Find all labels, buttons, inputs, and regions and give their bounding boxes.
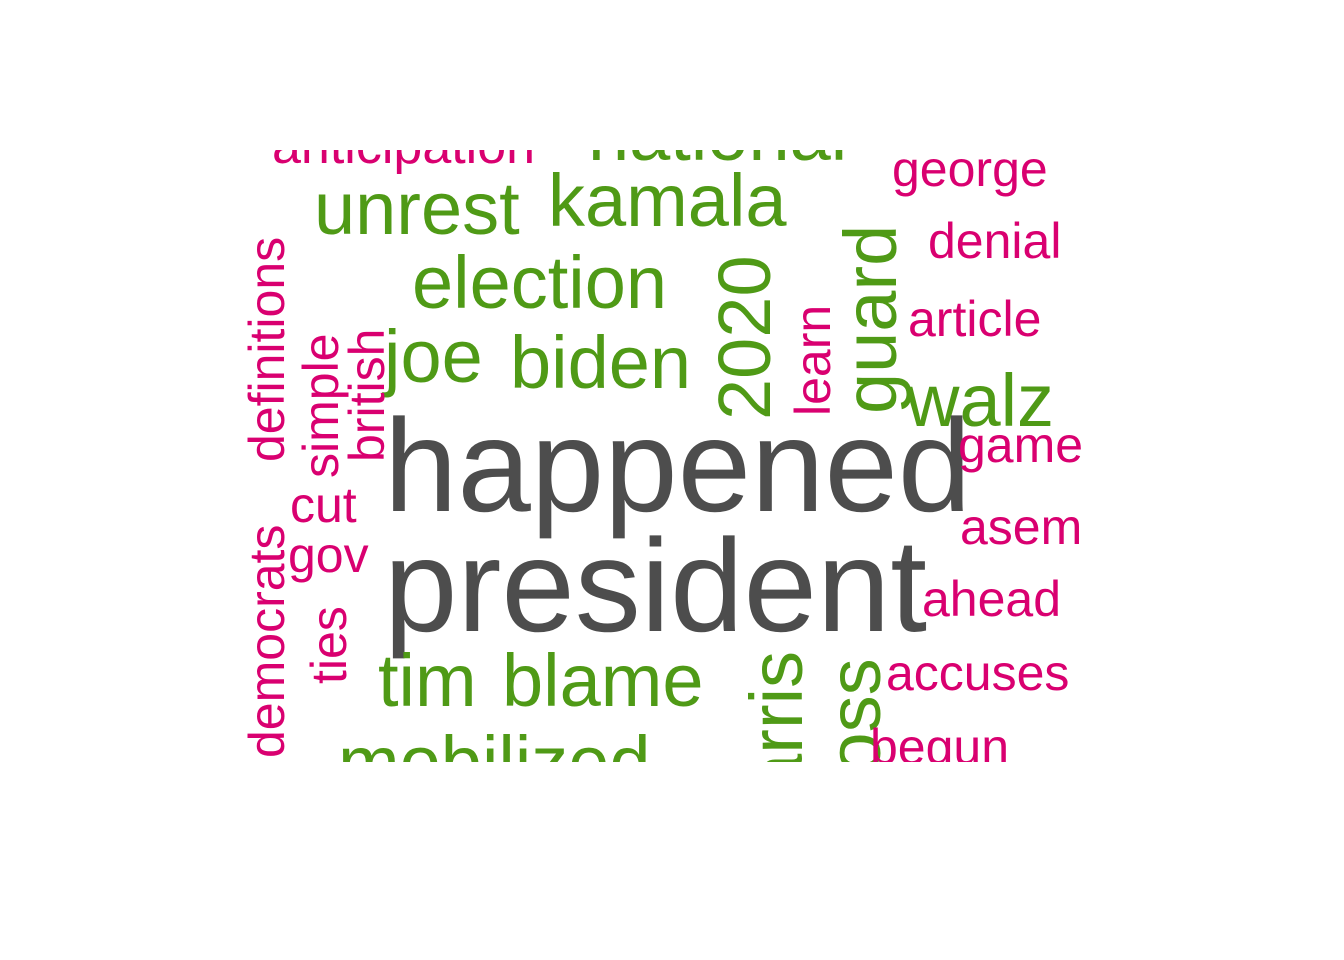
word-anticipation: anticipation [272, 150, 535, 172]
word-national: national [588, 150, 847, 172]
word-blame: blame [502, 639, 704, 722]
word-cut: cut [290, 477, 357, 533]
word-begun: begun [870, 719, 1010, 762]
word-asem: asem [960, 499, 1083, 555]
word-denial: denial [928, 213, 1062, 269]
word-cloud: anticipation national george unrest kama… [230, 150, 1120, 762]
word-democrats: democrats [239, 524, 295, 758]
word-unrest: unrest [314, 167, 520, 250]
word-president: president [384, 512, 928, 659]
word-mobilized: mobilized [338, 726, 651, 763]
word-happened: happened [384, 392, 972, 539]
word-definitions: definitions [239, 236, 295, 462]
word-guard: guard [829, 224, 912, 414]
word-walz: walz [906, 359, 1055, 442]
word-ahead: ahead [922, 571, 1062, 627]
word-gov: gov [288, 527, 369, 583]
word-kamala: kamala [548, 159, 787, 242]
word-tim: tim [378, 639, 477, 722]
word-article: article [908, 291, 1042, 347]
word-ties: ties [301, 606, 357, 684]
word-election: election [412, 241, 668, 324]
word-accuses: accuses [886, 645, 1070, 701]
word-harris: harris [735, 650, 818, 762]
word-joe: joe [384, 315, 483, 398]
word-biden: biden [510, 321, 692, 404]
word-game: game [958, 417, 1084, 473]
word-george: george [892, 150, 1048, 197]
